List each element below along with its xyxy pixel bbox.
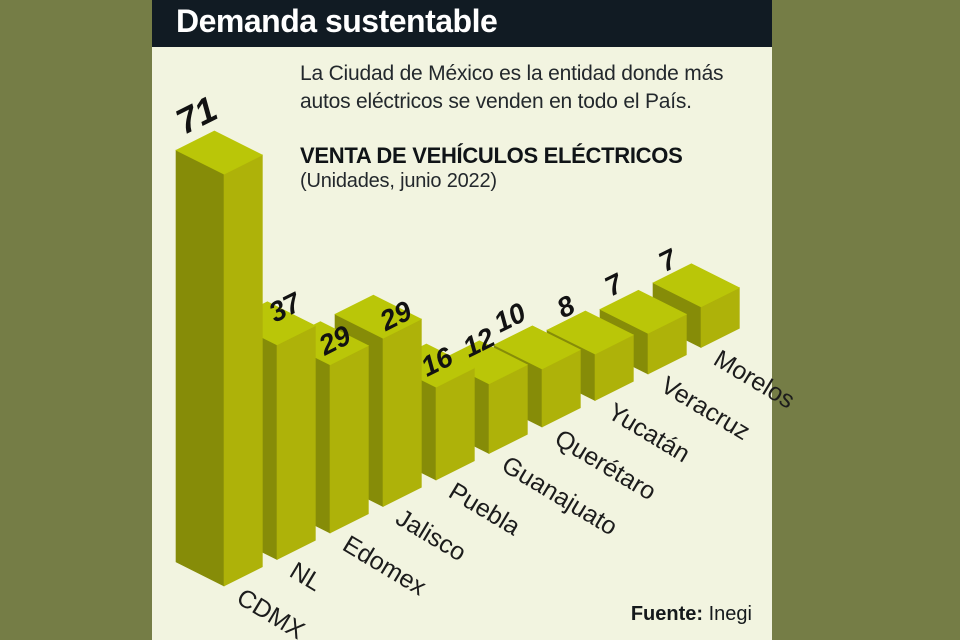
intro-line-1: La Ciudad de México es la entidad donde … <box>300 62 724 85</box>
source-label: Fuente: <box>630 603 704 625</box>
bar-face-front <box>276 325 316 560</box>
bar-category-label: NL <box>285 557 327 598</box>
intro-line-2: autos eléctricos se venden en todo el Pa… <box>300 90 692 113</box>
bar-category-label: Jalisco <box>391 504 471 567</box>
intro-text: La Ciudad de México es la entidad donde … <box>300 60 724 116</box>
bar-value-label: 8 <box>552 289 580 324</box>
bar-face-front <box>435 367 475 481</box>
left-frame-border <box>0 0 152 640</box>
bar-face-front <box>329 345 369 534</box>
content-area: Demanda sustentable La Ciudad de México … <box>152 0 800 640</box>
source-value: Inegi <box>708 603 752 625</box>
right-frame-border <box>772 0 960 640</box>
bar-face-top <box>175 130 264 175</box>
page-title: Demanda sustentable <box>176 3 498 39</box>
bar-face-top <box>599 289 688 334</box>
bar-face-front <box>223 154 263 587</box>
chart-title: VENTA DE VEHÍCULOS ELÉCTRICOS <box>300 143 683 168</box>
bar-face-top <box>652 263 741 308</box>
bar-face-left <box>175 149 225 587</box>
bar-category-label: Puebla <box>444 477 525 541</box>
bar-category-label: CDMX <box>232 583 310 640</box>
header-bar: Demanda sustentable <box>152 0 772 47</box>
bar-face-front <box>382 318 422 507</box>
bar-face-top <box>493 325 582 370</box>
bar-face-top <box>334 294 423 339</box>
chart-subtitle: (Unidades, junio 2022) <box>300 170 497 192</box>
bar-face-top <box>546 310 635 355</box>
source-credit: Fuente: Inegi <box>631 603 752 626</box>
ev-sales-isometric-bar-chart: 7Morelos7Veracruz8Yucatán10Querétaro12Gu… <box>169 88 799 640</box>
